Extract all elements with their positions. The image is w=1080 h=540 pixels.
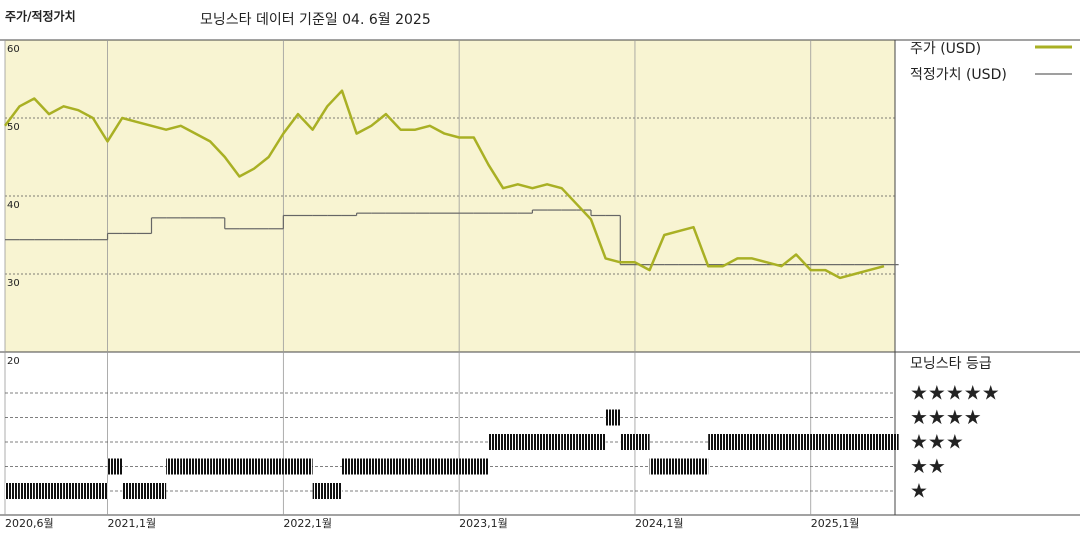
chart-title: 주가/적정가치: [5, 9, 76, 24]
rating-bar: [63, 483, 79, 499]
x-tick-label: 2025,1월: [811, 517, 860, 530]
legend-label: 주가 (USD): [910, 41, 981, 57]
rating-bar: [312, 483, 328, 499]
rating-bar: [19, 483, 35, 499]
rating-bar: [781, 434, 797, 450]
rating-bar: [693, 458, 709, 475]
rating-bar: [327, 483, 342, 499]
x-tick-label: 2020,6월: [5, 517, 54, 530]
rating-bar: [722, 434, 738, 450]
rating-bar: [825, 434, 841, 450]
rating-bar: [737, 434, 753, 450]
x-tick-label: 2021,1월: [108, 517, 157, 530]
rating-bar: [92, 483, 108, 499]
rating-bar: [5, 483, 20, 499]
y-tick-label: 40: [7, 200, 20, 211]
rating-bar: [210, 458, 225, 475]
rating-bar: [576, 434, 591, 450]
rating-bar: [151, 483, 167, 499]
rating-bar: [752, 434, 767, 450]
rating-bar: [385, 458, 401, 475]
rating-bar: [107, 458, 123, 475]
rating-bar: [429, 458, 445, 475]
legend-label: 적정가치 (USD): [910, 67, 1007, 83]
rating-bar: [283, 458, 298, 475]
x-tick-label: 2023,1월: [459, 517, 508, 530]
rating-bar: [298, 458, 313, 475]
y-tick-label: 60: [7, 44, 20, 55]
y-tick-label: 50: [7, 122, 20, 133]
rating-bar: [634, 434, 650, 450]
price-line: [3, 89, 885, 280]
rating-bar: [444, 458, 460, 475]
rating-bar: [840, 434, 855, 450]
rating-bar: [884, 434, 899, 450]
x-tick-label: 2022,1월: [283, 517, 332, 530]
rating-bar: [854, 434, 870, 450]
rating-bar: [620, 434, 635, 450]
rating-bar: [678, 458, 694, 475]
rating-bar: [180, 458, 196, 475]
rating-bar: [254, 458, 269, 475]
rating-bar: [400, 458, 416, 475]
rating-bar: [766, 434, 782, 450]
rating-bar: [532, 434, 548, 450]
rating-label: ★: [910, 479, 928, 503]
rating-label: ★★: [910, 454, 946, 478]
rating-bar: [591, 434, 606, 450]
rating-bar: [224, 458, 240, 475]
chart-subtitle: 모닝스타 데이터 기준일 04. 6월 2025: [200, 12, 431, 28]
rating-bar: [136, 483, 152, 499]
rating-bar: [268, 458, 284, 475]
rating-bar: [561, 434, 577, 450]
rating-bar: [869, 434, 884, 450]
rating-bar: [356, 458, 372, 475]
rating-label: ★★★★: [910, 405, 982, 429]
rating-bar: [341, 458, 357, 475]
rating-bar: [459, 458, 474, 475]
x-tick-label: 2024,1월: [635, 517, 684, 530]
rating-bar: [547, 434, 562, 450]
rating-bar: [473, 458, 489, 475]
rating-bar: [371, 458, 386, 475]
rating-bar: [517, 434, 533, 450]
rating-bar: [708, 434, 723, 450]
rating-bar: [78, 483, 93, 499]
rating-bar: [810, 434, 826, 450]
rating-bar: [503, 434, 518, 450]
y-tick-label: 20: [7, 356, 20, 367]
rating-label: ★★★: [910, 430, 964, 454]
rating-bar: [649, 458, 665, 475]
rating-bar: [239, 458, 255, 475]
rating-bar: [664, 458, 679, 475]
rating-bar: [166, 458, 181, 475]
rating-bar: [34, 483, 49, 499]
rating-bar: [48, 483, 64, 499]
rating-bar: [488, 434, 504, 450]
rating-bar: [415, 458, 430, 475]
rating-bar: [796, 434, 811, 450]
rating-bar: [195, 458, 211, 475]
rating-label: ★★★★★: [910, 381, 1000, 405]
rating-bar: [605, 409, 621, 426]
rating-bar: [122, 483, 137, 499]
y-tick-label: 30: [7, 278, 20, 289]
rating-title: 모닝스타 등급: [910, 356, 992, 372]
